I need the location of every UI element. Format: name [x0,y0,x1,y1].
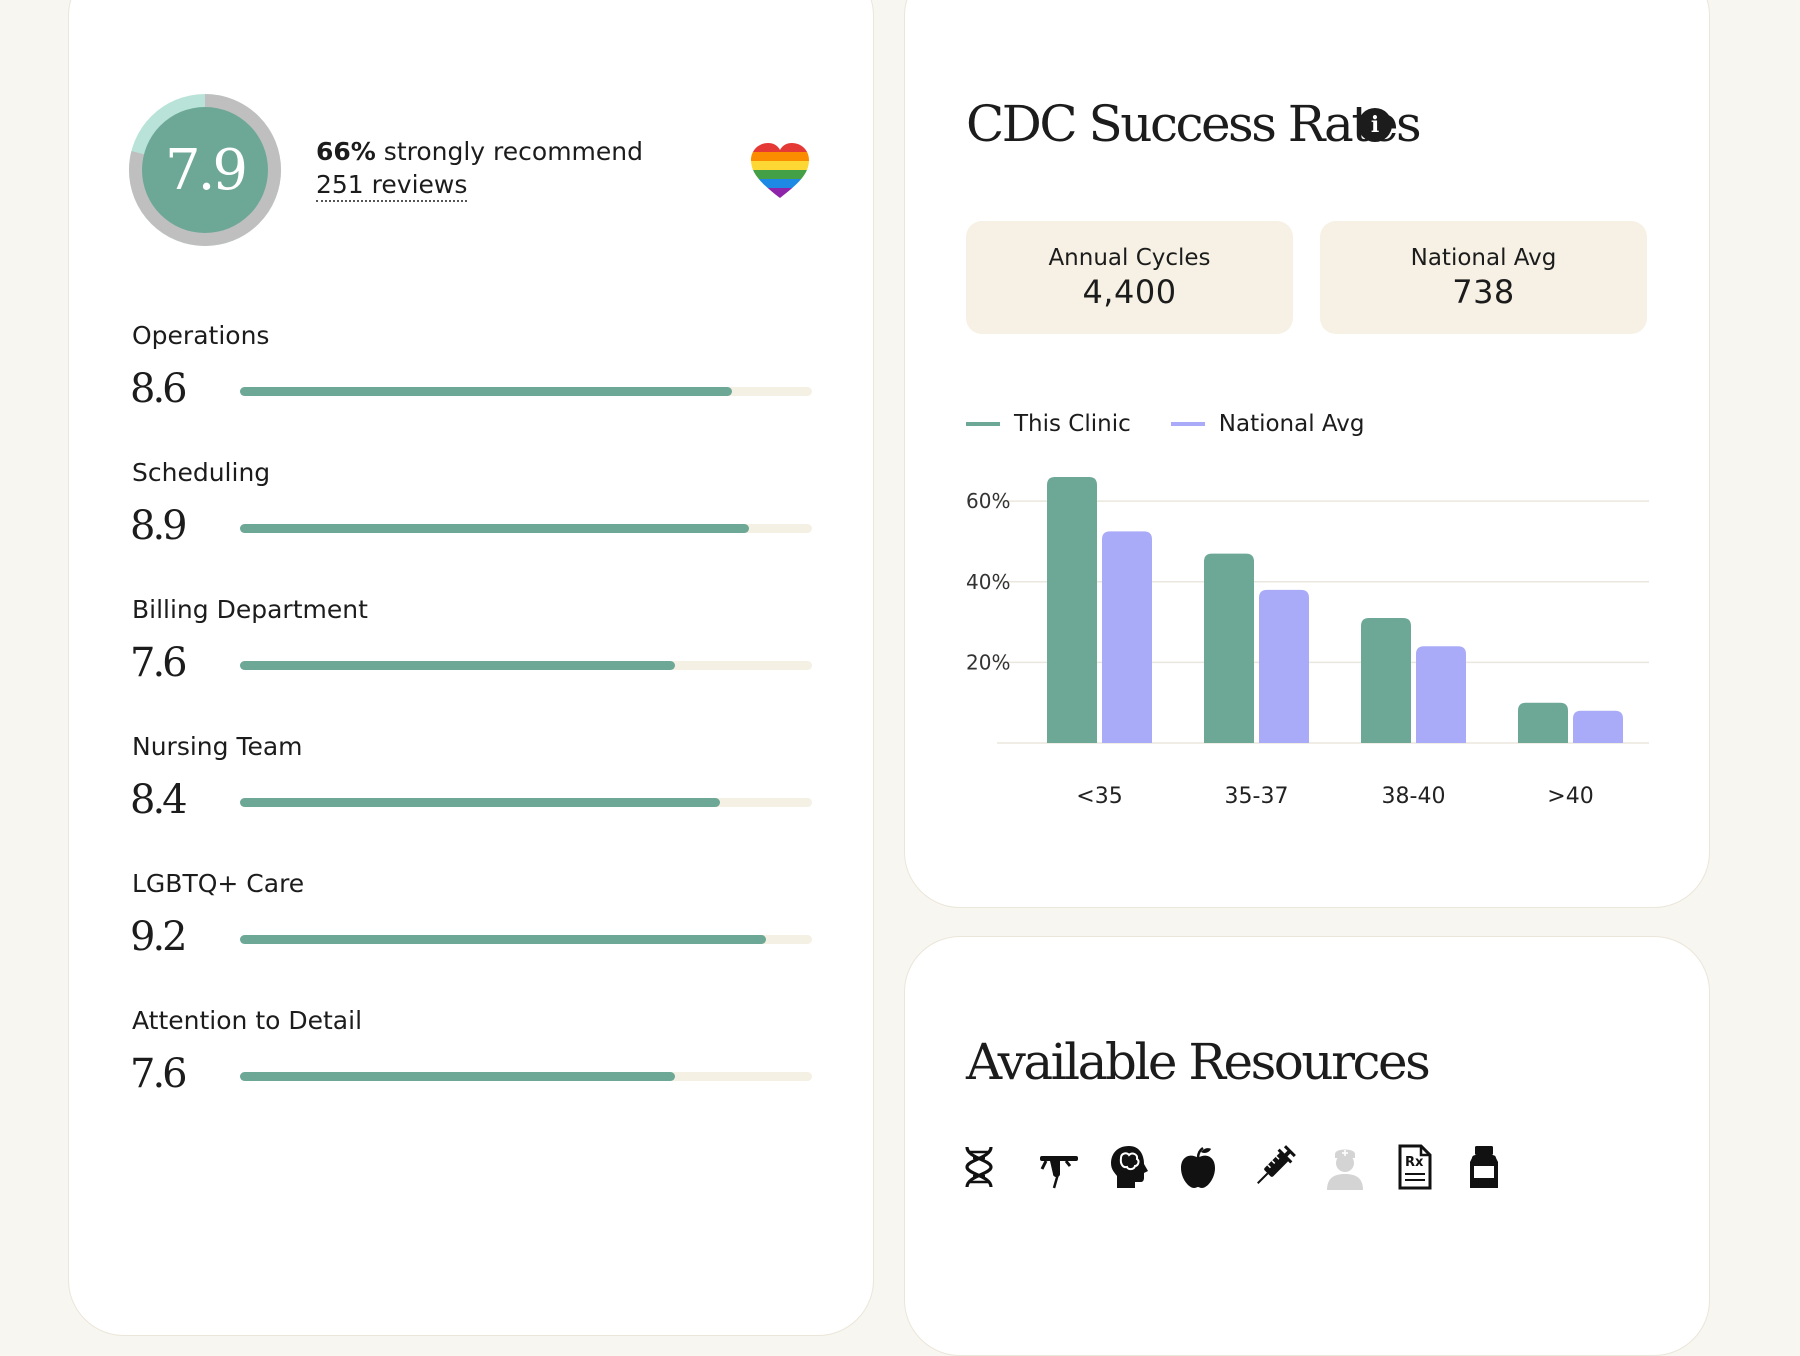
resources-card [904,936,1710,1356]
rating-score-billing: 7.6 [130,640,188,686]
rating-bar-fill [240,661,675,670]
rating-bar-fill [240,387,732,396]
bar-national-avg [1416,646,1466,743]
x-tick-label: 38-40 [1382,784,1446,809]
rating-bar-fill [240,798,721,807]
dna-icon [965,1146,993,1188]
rating-bar-billing [240,661,812,670]
rating-score-operations: 8.6 [130,366,188,412]
svg-text:Rx: Rx [1405,1155,1424,1170]
recommend-label: strongly recommend [383,137,644,166]
rating-label-nursing: Nursing Team [132,732,303,761]
medicine-bottle-icon [1470,1146,1498,1188]
reviews-link[interactable]: 251 reviews [316,170,468,202]
bar-this-clinic [1361,618,1411,743]
y-tick-label: 60% [966,489,1010,513]
recommend-text: 66% strongly recommend [316,137,643,166]
stat-national-avg: National Avg 738 [1320,221,1647,334]
overall-score: 7.9 [164,137,248,203]
pride-heart-icon [751,143,809,198]
brain-head-icon [1111,1146,1148,1188]
info-icon[interactable]: i [1358,108,1392,142]
x-tick-label: <35 [1076,784,1122,809]
legend-item-national-avg: National Avg [1170,411,1365,437]
legend-label: National Avg [1218,411,1365,437]
overall-score-ring [129,94,281,246]
stat-value: 4,400 [1082,272,1177,311]
resources-title: Available Resources [966,1033,1431,1091]
bar-national-avg [1259,589,1309,743]
x-tick-label: 35-37 [1225,784,1289,809]
rating-bar-attention [240,1072,812,1081]
bar-national-avg [1573,710,1623,743]
stat-annual-cycles: Annual Cycles 4,400 [966,221,1293,334]
rating-bar-operations [240,387,812,396]
success-rate-chart: 20% 40% 60% <35 35-37 38-40 >40 [966,477,1649,809]
rating-label-scheduling: Scheduling [132,458,271,487]
syringe-icon [1257,1145,1296,1184]
rating-bar-fill [240,935,767,944]
rating-label-lgbtq: LGBTQ+ Care [132,869,305,898]
stat-value: 738 [1452,272,1515,311]
rating-bar-lgbtq [240,935,812,944]
apple-icon [1181,1146,1215,1188]
y-tick-label: 20% [966,650,1010,674]
legend-item-this-clinic: This Clinic [966,411,1131,437]
rating-bar-fill [240,1072,675,1081]
legend-swatch [1170,422,1205,426]
acupuncture-icon [1040,1156,1078,1189]
legend-label: This Clinic [1014,411,1131,437]
rating-bar-nursing [240,798,812,807]
stat-label: Annual Cycles [1048,244,1211,271]
nurse-icon [1327,1149,1363,1190]
rating-label-operations: Operations [132,321,270,350]
rating-score-nursing: 8.4 [130,777,188,823]
rating-score-attention: 7.6 [130,1051,188,1097]
recommend-percent: 66% [316,137,376,166]
y-tick-label: 40% [966,570,1010,594]
bar-this-clinic [1204,553,1254,743]
rating-bar-scheduling [240,524,812,533]
stat-label: National Avg [1410,244,1557,271]
bar-national-avg [1102,531,1152,743]
chart-legend: This Clinic National Avg [966,409,1405,439]
prescription-icon: Rx [1398,1144,1432,1190]
rating-label-billing: Billing Department [132,595,368,624]
rating-label-attention: Attention to Detail [132,1006,363,1035]
bar-this-clinic [1047,477,1097,743]
rating-score-lgbtq: 9.2 [130,914,188,960]
cdc-success-card [904,0,1710,908]
rating-bar-fill [240,524,750,533]
legend-swatch [966,422,1000,426]
rating-score-scheduling: 8.9 [130,503,188,549]
cdc-title: CDC Success Rates [966,95,1422,153]
x-tick-label: >40 [1547,784,1593,809]
bar-this-clinic [1518,702,1568,743]
